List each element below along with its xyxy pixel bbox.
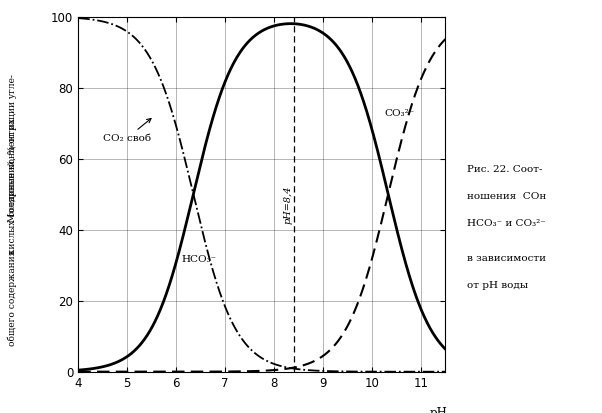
- Text: CO₃²⁻: CO₃²⁻: [384, 109, 415, 118]
- Text: Молярные концентрации угле-: Молярные концентрации угле-: [8, 74, 16, 222]
- Text: pH: pH: [429, 407, 447, 413]
- Text: кислых соединений, % от их: кислых соединений, % от их: [8, 118, 16, 254]
- Text: ношения  COн: ношения COн: [467, 192, 546, 201]
- Text: CO₂ своб: CO₂ своб: [103, 119, 151, 143]
- Text: общего содержания: общего содержания: [7, 249, 17, 346]
- Text: HCO₃⁻ и CO₃²⁻: HCO₃⁻ и CO₃²⁻: [467, 219, 545, 228]
- Text: Рис. 22. Соот-: Рис. 22. Соот-: [467, 165, 542, 174]
- Text: от pH воды: от pH воды: [467, 281, 528, 290]
- Text: HCO₃⁻: HCO₃⁻: [181, 254, 216, 263]
- Text: в зависимости: в зависимости: [467, 254, 545, 263]
- Text: pH=8,4: pH=8,4: [284, 185, 293, 224]
